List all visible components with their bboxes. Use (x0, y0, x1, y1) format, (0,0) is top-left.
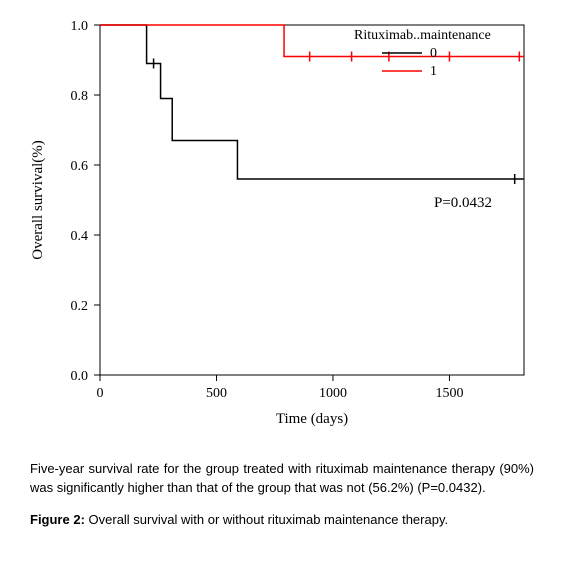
legend-item-label: 1 (430, 64, 437, 79)
y-tick-label: 0.4 (71, 229, 89, 244)
y-tick-label: 0.6 (71, 159, 89, 174)
p-value-label: P=0.0432 (434, 195, 492, 211)
x-axis-title: Time (days) (276, 411, 348, 427)
x-tick-label: 1000 (319, 386, 347, 401)
survival-chart: 0 500 1000 1500 0.0 0.2 0.4 0.6 0.8 1.0 Time (days… (20, 15, 544, 435)
x-tick-label: 500 (206, 386, 227, 401)
caption-body: Five-year survival rate for the group tr… (30, 460, 534, 498)
legend-item-label: 0 (430, 46, 437, 61)
y-axis-title: Overall survival(%) (30, 140, 46, 260)
chart-svg: 0 500 1000 1500 0.0 0.2 0.4 0.6 0.8 1.0 Time (days… (20, 15, 544, 435)
y-tick-label: 0.2 (71, 299, 89, 314)
figure-prefix: Figure 2: (30, 512, 85, 527)
x-tick-label: 1500 (435, 386, 463, 401)
figure-caption-block: Five-year survival rate for the group tr… (30, 460, 534, 527)
figure-label: Figure 2: Overall survival with or witho… (30, 512, 534, 527)
x-tick-label: 0 (97, 386, 104, 401)
legend-title: Rituximab..maintenance (354, 28, 491, 43)
y-tick-label: 1.0 (71, 19, 89, 34)
km-curve-group-0 (100, 25, 524, 179)
y-tick-label: 0.0 (71, 369, 89, 384)
y-tick-label: 0.8 (71, 89, 89, 104)
figure-title: Overall survival with or without rituxim… (85, 512, 448, 527)
